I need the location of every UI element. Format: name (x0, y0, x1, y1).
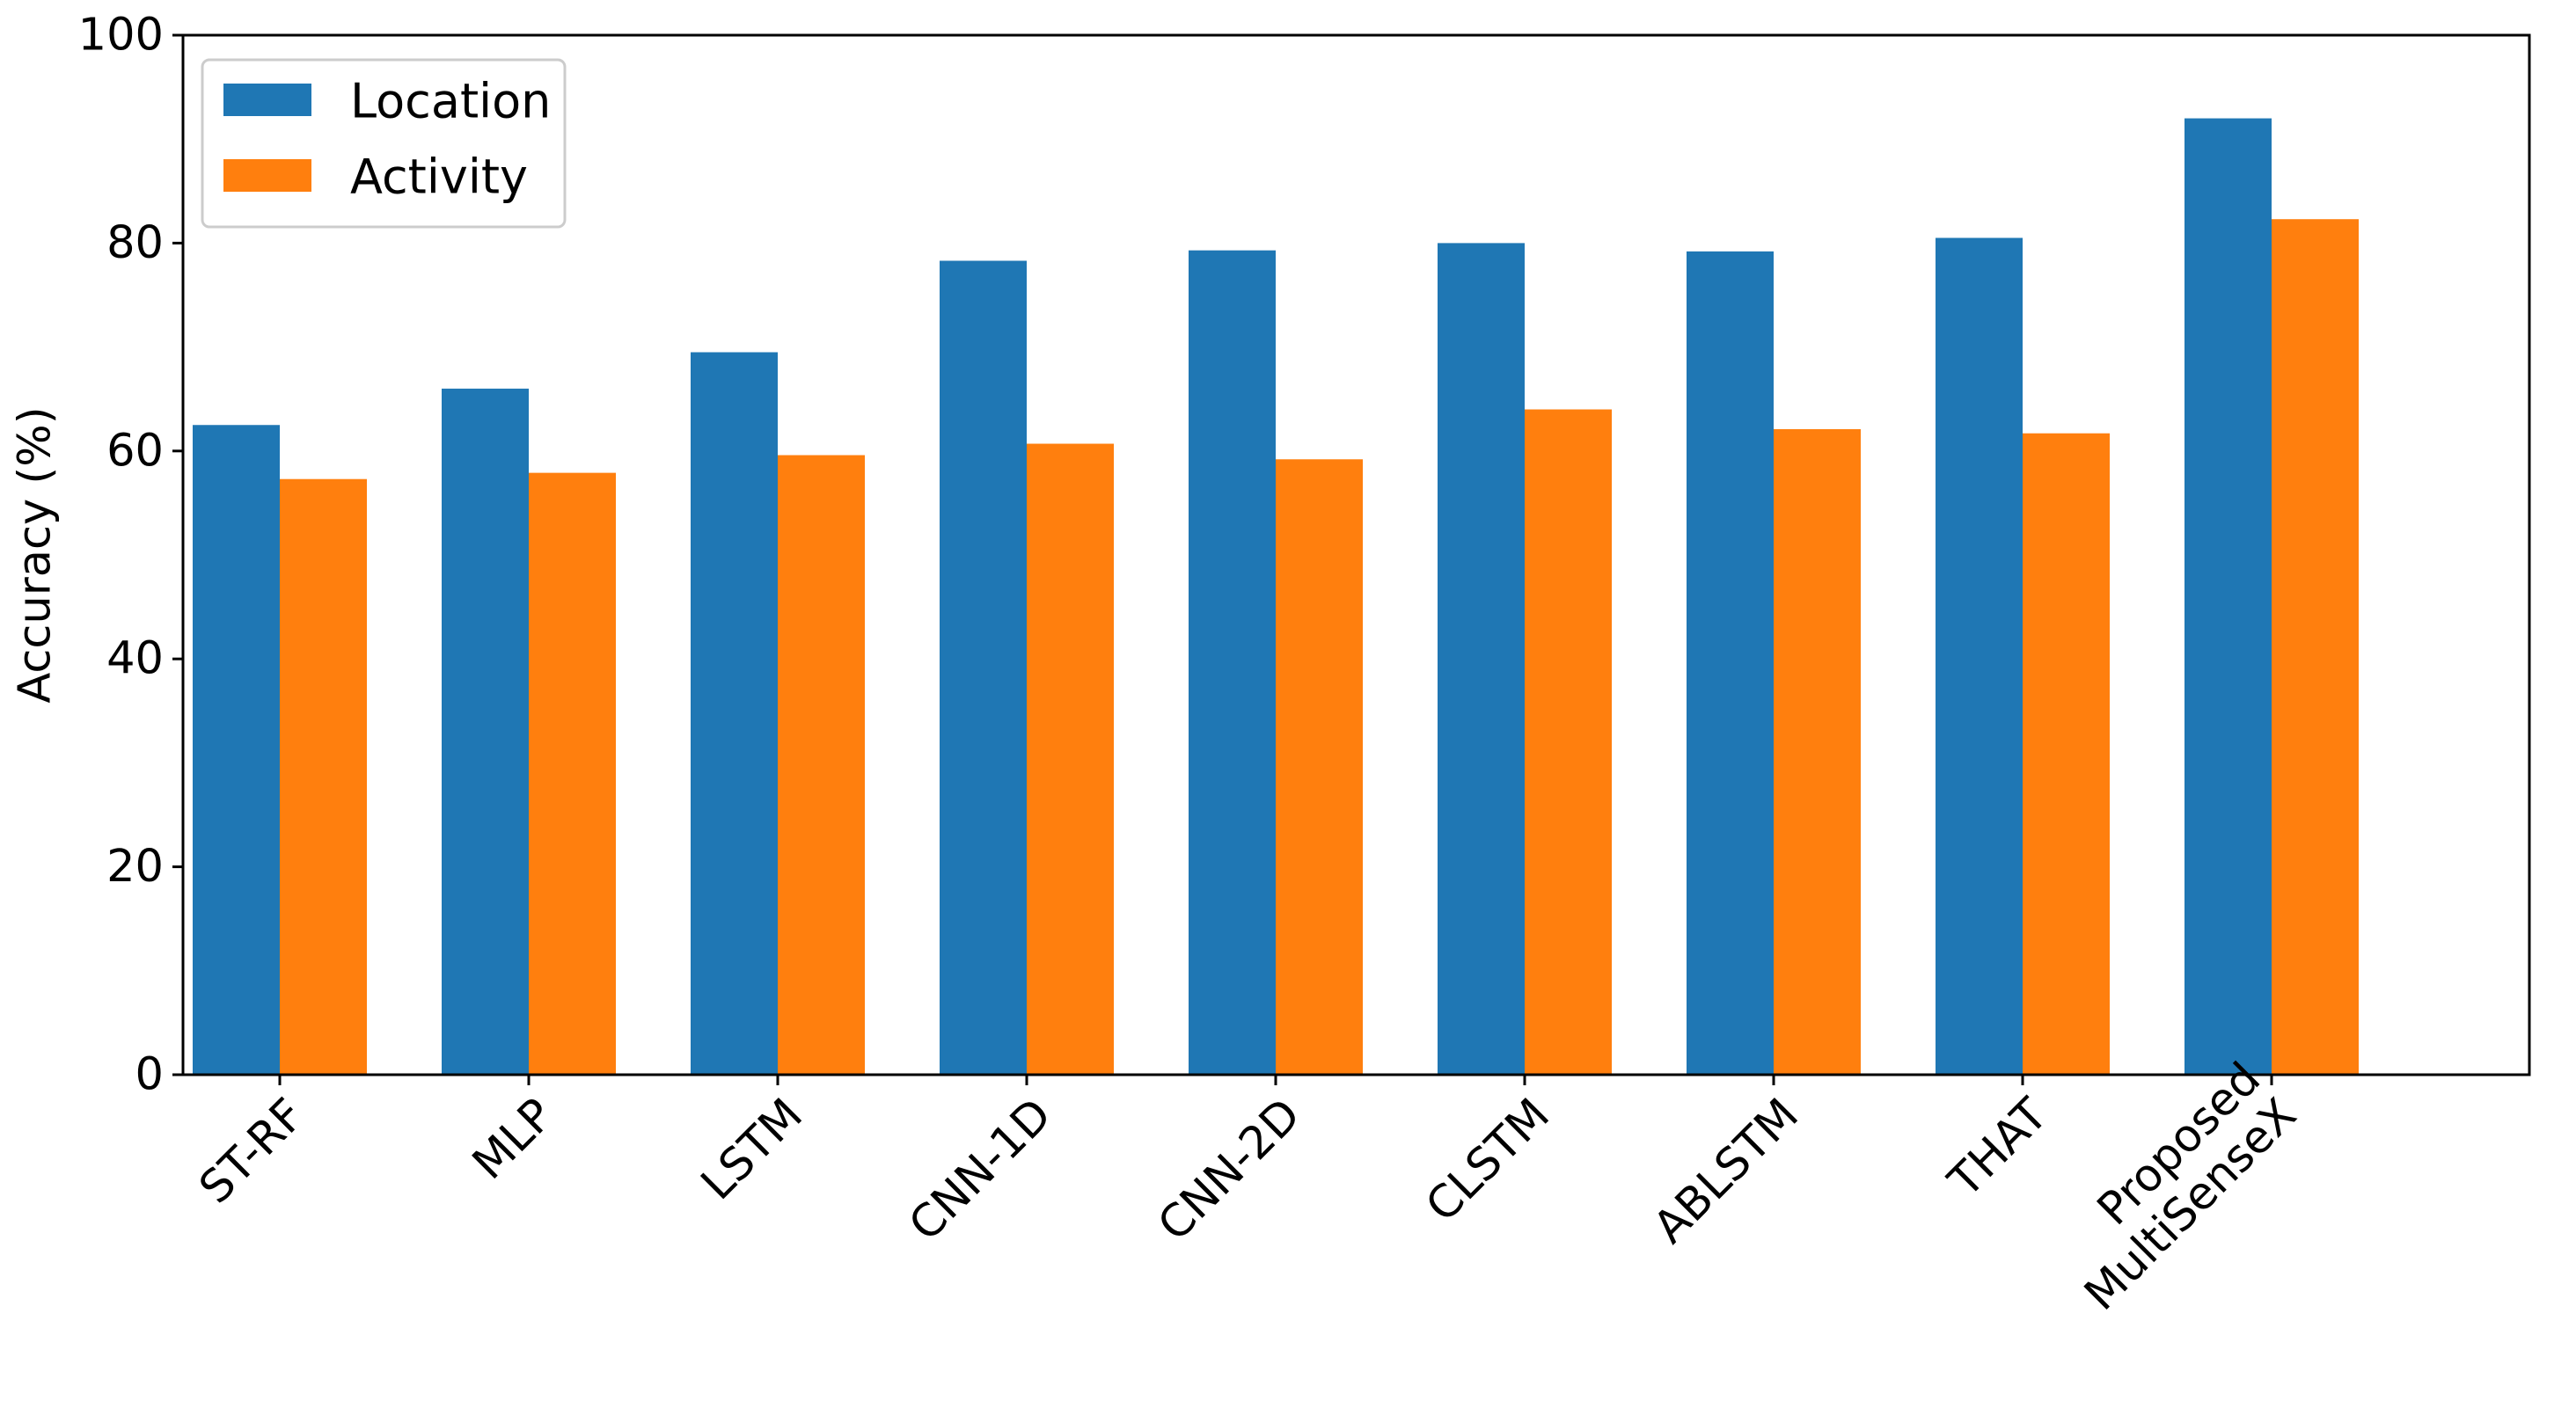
legend: Location Activity (201, 58, 567, 229)
bars-group (193, 118, 2359, 1076)
bar-activity (1276, 459, 1363, 1075)
x-tick-label-group: CNN-2D (1148, 1089, 1311, 1251)
x-tick-label-line: CNN-2D (1148, 1089, 1311, 1251)
x-axis: ST-RF MLP LSTM CNN-1D CNN-2D CLSTM ABLSTM THAT P… (190, 1053, 2307, 1320)
x-tick-label-line: CLSTM (1416, 1089, 1560, 1232)
x-tick-label: THAT (1938, 1089, 2058, 1208)
x-tick-label-line: THAT (1938, 1089, 2058, 1208)
y-tick-label: 100 (78, 10, 164, 62)
bar-activity (1027, 443, 1114, 1075)
x-tick-label-group: ProposedMultiSenseX (2038, 1053, 2306, 1320)
x-tick-label: CNN-2D (1148, 1089, 1311, 1251)
y-tick-label: 60 (106, 425, 164, 477)
x-tick-label-group: CNN-1D (899, 1089, 1062, 1251)
bar-activity (2272, 219, 2359, 1076)
bar-activity (280, 478, 367, 1075)
bar-location (1189, 250, 1276, 1075)
x-tick-label-line: MLP (463, 1089, 564, 1190)
x-tick-label-group: LSTM (692, 1089, 813, 1210)
x-tick-label-group: MLP (463, 1089, 564, 1190)
x-tick-label: MLP (463, 1089, 564, 1190)
y-tick-label: 80 (106, 217, 164, 269)
bar-activity (529, 472, 616, 1075)
bar-activity (778, 455, 865, 1075)
y-axis-label: Accuracy (%) (10, 406, 62, 703)
x-tick-label: CNN-1D (899, 1089, 1062, 1251)
x-tick-label: ProposedMultiSenseX (2038, 1053, 2306, 1320)
plot-frame (181, 33, 2531, 1076)
bar-location (940, 260, 1027, 1075)
x-tick-label-line: ST-RF (190, 1089, 315, 1214)
legend-label: Activity (350, 150, 528, 205)
bar-location (442, 388, 529, 1075)
bar-location (1438, 243, 1525, 1075)
bar-location (193, 425, 280, 1075)
bar-activity (2023, 433, 2110, 1075)
y-tick-label: 40 (106, 633, 164, 685)
x-tick-label: ABLSTM (1644, 1089, 1809, 1253)
x-tick-label: ST-RF (190, 1089, 315, 1214)
bar-activity (1774, 428, 1861, 1075)
bar-activity (1525, 409, 1612, 1075)
x-tick-label: LSTM (692, 1089, 813, 1210)
x-tick-label-group: THAT (1938, 1089, 2058, 1208)
bar-location (2184, 118, 2272, 1075)
y-tick-label: 0 (135, 1049, 164, 1101)
x-tick-label-line: LSTM (692, 1089, 813, 1210)
bar-location (1936, 237, 2023, 1075)
x-tick-label-line: ABLSTM (1644, 1089, 1809, 1253)
y-tick-label: 20 (106, 841, 164, 893)
x-tick-label-line: CNN-1D (899, 1089, 1062, 1251)
x-tick-label-group: ST-RF (190, 1089, 315, 1214)
x-tick-label: CLSTM (1416, 1089, 1560, 1232)
legend-swatch (223, 159, 311, 192)
legend-label: Location (350, 74, 551, 129)
x-tick-label-group: ABLSTM (1644, 1089, 1809, 1253)
legend-swatch (223, 84, 311, 116)
bar-location (691, 352, 778, 1075)
x-tick-label-group: CLSTM (1416, 1089, 1560, 1232)
bar-location (1687, 251, 1774, 1076)
y-axis: 0 20 40 60 80 100 (78, 10, 183, 1101)
